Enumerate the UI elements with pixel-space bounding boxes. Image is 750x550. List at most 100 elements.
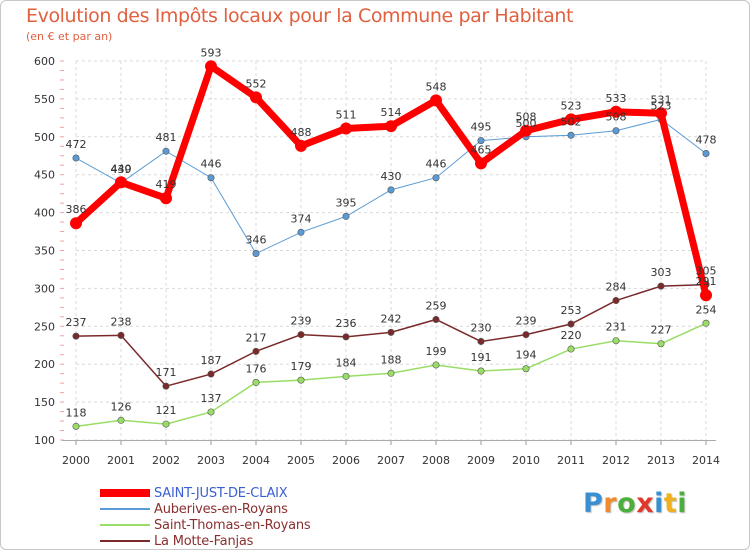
x-tick-label: 2006 bbox=[332, 454, 360, 467]
data-point bbox=[72, 332, 80, 340]
data-point bbox=[162, 382, 170, 390]
grid bbox=[75, 60, 707, 441]
x-tick-label: 2014 bbox=[692, 454, 720, 467]
data-label: 446 bbox=[201, 158, 222, 171]
data-label: 239 bbox=[291, 315, 312, 328]
data-point bbox=[565, 113, 577, 126]
data-label: 236 bbox=[336, 317, 357, 330]
data-label: 284 bbox=[606, 281, 627, 294]
data-label: 593 bbox=[201, 46, 222, 59]
data-label: 533 bbox=[606, 92, 627, 105]
data-point bbox=[252, 347, 260, 355]
data-label: 395 bbox=[336, 196, 357, 209]
data-point bbox=[612, 297, 620, 305]
data-label: 465 bbox=[471, 143, 492, 156]
data-point bbox=[432, 174, 440, 182]
data-label: 303 bbox=[651, 266, 672, 279]
data-point bbox=[700, 289, 712, 302]
data-label: 419 bbox=[156, 178, 177, 191]
data-label: 548 bbox=[426, 80, 447, 93]
x-tick-label: 2005 bbox=[287, 454, 315, 467]
data-label: 176 bbox=[246, 362, 267, 375]
data-point bbox=[520, 124, 532, 137]
data-point bbox=[385, 120, 397, 133]
legend-swatch bbox=[100, 489, 150, 497]
data-label: 430 bbox=[381, 170, 402, 183]
data-point bbox=[655, 107, 667, 120]
data-point bbox=[342, 212, 350, 220]
y-tick-label: 250 bbox=[34, 320, 55, 333]
data-point bbox=[207, 174, 215, 182]
data-label: 440 bbox=[111, 162, 132, 175]
x-tick-label: 2011 bbox=[557, 454, 585, 467]
data-point bbox=[657, 340, 665, 348]
data-point bbox=[342, 333, 350, 341]
axes: 100 150 200 250 300 350 400 450 500 550 600 2000 200… bbox=[34, 55, 720, 467]
data-label: 179 bbox=[291, 360, 312, 373]
data-point bbox=[162, 420, 170, 428]
data-point bbox=[252, 378, 260, 386]
data-label: 514 bbox=[381, 106, 402, 119]
data-label: 291 bbox=[696, 275, 717, 288]
data-point bbox=[567, 131, 575, 139]
data-point bbox=[702, 149, 710, 157]
data-point bbox=[657, 282, 665, 290]
data-point bbox=[162, 147, 170, 155]
data-point bbox=[430, 94, 442, 107]
data-point bbox=[477, 367, 485, 375]
x-tick-label: 2001 bbox=[107, 454, 135, 467]
data-point bbox=[477, 337, 485, 345]
data-point bbox=[612, 337, 620, 345]
data-label: 220 bbox=[561, 329, 582, 342]
series-lines bbox=[70, 60, 712, 430]
data-label: 118 bbox=[66, 406, 87, 419]
x-tick-label: 2002 bbox=[152, 454, 180, 467]
data-label: 227 bbox=[651, 324, 672, 337]
data-label: 552 bbox=[246, 77, 267, 90]
data-point bbox=[610, 105, 622, 118]
data-label: 184 bbox=[336, 356, 357, 369]
data-label: 374 bbox=[291, 212, 312, 225]
legend-label: La Motte-Fanjas bbox=[154, 534, 254, 549]
data-label: 439 bbox=[111, 163, 132, 176]
y-tick-label: 500 bbox=[34, 131, 55, 144]
y-tick-label: 600 bbox=[34, 55, 55, 68]
data-label: 187 bbox=[201, 354, 222, 367]
x-tick-label: 2013 bbox=[647, 454, 675, 467]
data-point bbox=[522, 331, 530, 339]
y-tick-label: 100 bbox=[34, 434, 55, 447]
data-labels: 472 439 481 446 346 374 395 430 446 495 500 502 508 5… bbox=[66, 46, 717, 419]
data-label: 511 bbox=[336, 108, 357, 121]
x-tick-label: 2004 bbox=[242, 454, 270, 467]
data-point bbox=[160, 192, 172, 205]
data-label: 126 bbox=[111, 400, 132, 413]
legend-swatch bbox=[100, 540, 150, 542]
data-label: 500 bbox=[516, 117, 537, 130]
data-point bbox=[295, 139, 307, 152]
chart-title: Evolution des Impôts locaux pour la Comm… bbox=[26, 5, 574, 27]
data-label: 523 bbox=[651, 99, 672, 112]
data-label: 171 bbox=[156, 366, 177, 379]
data-point bbox=[70, 217, 82, 230]
data-label: 188 bbox=[381, 353, 402, 366]
data-label: 199 bbox=[426, 345, 447, 358]
data-label: 508 bbox=[606, 111, 627, 124]
data-label: 488 bbox=[291, 126, 312, 139]
data-label: 191 bbox=[471, 351, 492, 364]
y-tick-label: 450 bbox=[34, 169, 55, 182]
data-label: 472 bbox=[66, 138, 87, 151]
data-point bbox=[387, 369, 395, 377]
y-tick-label: 300 bbox=[34, 282, 55, 295]
x-tick-label: 2007 bbox=[377, 454, 405, 467]
data-point bbox=[340, 122, 352, 135]
data-point bbox=[567, 320, 575, 328]
data-point bbox=[252, 250, 260, 258]
data-label: 238 bbox=[111, 315, 132, 328]
data-label: 481 bbox=[156, 131, 177, 144]
y-tick-label: 200 bbox=[34, 358, 55, 371]
data-label: 230 bbox=[471, 321, 492, 334]
x-tick-label: 2012 bbox=[602, 454, 630, 467]
data-point bbox=[117, 331, 125, 339]
x-tick-label: 2008 bbox=[422, 454, 450, 467]
